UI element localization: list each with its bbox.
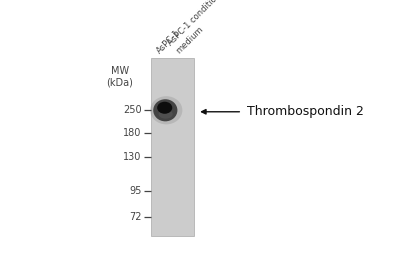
Ellipse shape [157,102,172,114]
Text: 180: 180 [123,128,142,138]
Text: Thrombospondin 2: Thrombospondin 2 [247,105,364,118]
Ellipse shape [153,99,178,121]
Text: AsPC-1 conditioned
medium: AsPC-1 conditioned medium [166,0,238,55]
Text: 72: 72 [129,212,142,222]
Bar [151,58,194,236]
Ellipse shape [158,109,173,119]
Ellipse shape [150,96,182,124]
Text: 130: 130 [123,152,142,162]
Text: 95: 95 [129,186,142,196]
Text: AsPC-1: AsPC-1 [155,28,182,55]
Text: MW
(kDa): MW (kDa) [106,66,133,87]
Text: 250: 250 [123,105,142,115]
